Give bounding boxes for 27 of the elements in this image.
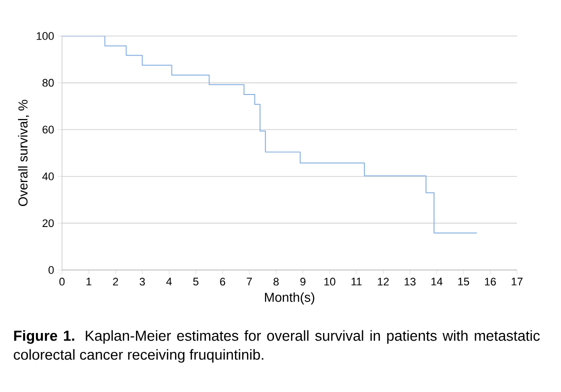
x-tick-label: 10	[324, 278, 336, 286]
y-tick-label: 60	[42, 126, 54, 134]
x-tick-label: 3	[140, 278, 145, 286]
x-tick-label: 6	[220, 278, 226, 286]
x-tick-label: 14	[431, 278, 442, 286]
x-tick-label: 1	[86, 278, 92, 286]
x-tick-label: 15	[458, 278, 470, 286]
y-tick-label: 20	[42, 219, 54, 228]
y-tick-label: 0	[48, 266, 54, 274]
x-tick-label: 2	[113, 278, 118, 286]
text: Figure 1. Kaplan-Meier estimates for overall survival in patients with metastatic colorectal cancer receiving fruquintinib.	[14, 330, 540, 363]
x-tick-label: 0	[59, 278, 65, 286]
x-tick-label: 5	[193, 278, 198, 286]
x-tick-label: 4	[166, 278, 172, 286]
y-tick-label: 100	[36, 32, 54, 40]
x-tick-label: 16	[484, 278, 496, 286]
x-tick-label: 9	[300, 278, 306, 286]
x-axis-title: Month(s)	[265, 292, 314, 304]
y-axis-title: Overall survival, %	[18, 100, 30, 206]
x-tick-label: 13	[404, 278, 416, 286]
y-tick-label: 80	[42, 78, 54, 87]
y-tick-label: 40	[42, 172, 54, 180]
x-tick-label: 17	[512, 278, 523, 286]
x-tick-label: 8	[274, 278, 279, 286]
x-tick-label: 11	[352, 278, 362, 286]
x-tick-label: 7	[246, 278, 252, 286]
x-tick-label: 12	[378, 278, 389, 286]
